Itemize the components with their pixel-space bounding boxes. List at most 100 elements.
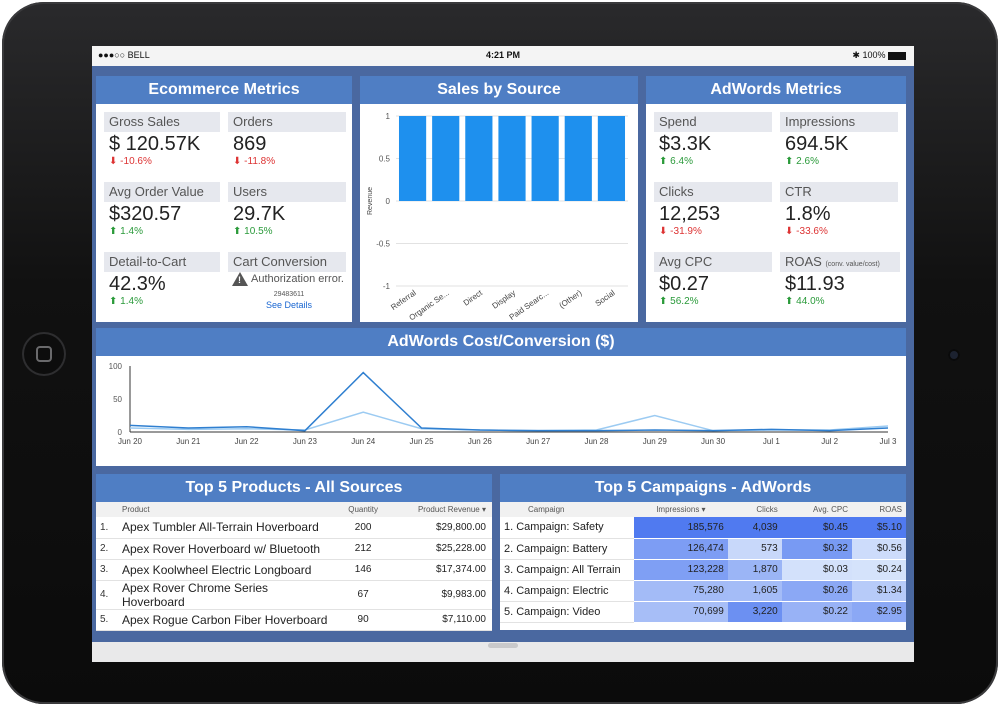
campaign-row[interactable]: 4. Campaign: Electric 75,280 1,605 $0.26… [500, 580, 906, 602]
home-indicator [488, 643, 518, 648]
campaign-name: 5. Campaign: Video [500, 601, 634, 623]
x-tick-label: Jun 25 [410, 437, 435, 446]
bar[interactable] [465, 116, 493, 201]
spend-change: ⬆ 6.4% [659, 156, 693, 167]
error-text: Authorization error. [251, 272, 344, 285]
avg-cpc-metric[interactable]: Avg CPC $0.27 ⬆ 56.2% [654, 252, 772, 307]
cost-conversion-panel: AdWords Cost/Conversion ($) 100 50 0 Jun 20… [96, 328, 906, 466]
battery-label: 100% [862, 50, 886, 60]
clicks-metric[interactable]: Clicks 12,253 ⬇ -31.9% [654, 182, 772, 237]
gross-sales-value: $ 120.57K [109, 133, 201, 155]
campaign-row[interactable]: 1. Campaign: Safety 185,576 4,039 $0.45 … [500, 517, 906, 539]
bar[interactable] [597, 116, 626, 201]
ctr-metric[interactable]: CTR 1.8% ⬇ -33.6% [780, 182, 898, 237]
ctr-change: ⬇ -33.6% [785, 226, 828, 237]
home-button[interactable] [22, 332, 66, 376]
campaign-cpc: $0.26 [781, 580, 852, 602]
product-quantity: 146 [338, 559, 389, 581]
bar[interactable] [498, 116, 526, 201]
orders-label: Orders [228, 112, 346, 132]
product-revenue: $17,374.00 [388, 559, 492, 581]
products-panel: Top 5 Products - All Sources Product Qua… [96, 474, 492, 631]
campaign-roas: $5.10 [852, 517, 906, 539]
x-tick-label: Display [490, 288, 517, 310]
users-change: ⬆ 10.5% [233, 226, 273, 237]
adwords-title: AdWords Metrics [646, 76, 906, 104]
y-tick-label: 100 [109, 362, 123, 371]
campaign-name: 1. Campaign: Safety [500, 517, 634, 539]
x-tick-label: Jul 3 [880, 437, 897, 446]
carrier: ●●●○○ BELL [98, 50, 150, 60]
campaign-roas: $1.34 [852, 580, 906, 602]
sales-source-panel: Sales by Source 1 0.5 0 -0.5 -1 Revenue Referr… [360, 76, 638, 322]
x-tick-label: Jun 23 [293, 437, 318, 446]
col-revenue[interactable]: Product Revenue ▾ [388, 502, 492, 517]
roas-value: $11.93 [785, 273, 845, 295]
gross-sales-metric[interactable]: Gross Sales $ 120.57K ⬇ -10.6% [104, 112, 220, 167]
avg-order-label: Avg Order Value [104, 182, 220, 202]
status-bar: ●●●○○ BELL 4:21 PM ✱ 100% [92, 46, 914, 66]
ctr-label: CTR [780, 182, 898, 202]
campaign-row[interactable]: 2. Campaign: Battery 126,474 573 $0.32 $… [500, 538, 906, 560]
gross-sales-label: Gross Sales [104, 112, 220, 132]
col-campaign[interactable]: Campaign [500, 502, 634, 517]
campaign-row[interactable]: 5. Campaign: Video 70,699 3,220 $0.22 $2… [500, 601, 906, 623]
campaign-impressions: 75,280 [634, 580, 728, 602]
campaign-row[interactable]: 3. Campaign: All Terrain 123,228 1,870 $… [500, 559, 906, 581]
campaign-cpc: $0.03 [781, 559, 852, 581]
roas-sub-label: (conv. value/cost) [825, 261, 880, 268]
x-tick-label: Jun 27 [526, 437, 551, 446]
roas-metric[interactable]: ROAS (conv. value/cost) $11.93 ⬆ 44.0% [780, 252, 900, 307]
see-details-link[interactable]: See Details [265, 300, 313, 310]
row-number: 1. [96, 517, 118, 539]
campaign-cpc: $0.22 [781, 601, 852, 623]
avg-cpc-label: Avg CPC [654, 252, 772, 272]
avg-order-metric[interactable]: Avg Order Value $320.57 ⬆ 1.4% [104, 182, 220, 237]
clock: 4:21 PM [485, 50, 520, 60]
col-clicks[interactable]: Clicks [727, 502, 782, 517]
row-number: 4. [96, 580, 118, 610]
y-tick-label: 0 [386, 197, 391, 206]
impressions-change: ⬆ 2.6% [785, 156, 819, 167]
col-impressions[interactable]: Impressions ▾ [634, 502, 728, 517]
roas-change: ⬆ 44.0% [785, 296, 825, 307]
product-row[interactable]: 4. Apex Rover Chrome Series Hoverboard 6… [96, 580, 492, 610]
bar[interactable] [398, 116, 427, 201]
impressions-metric[interactable]: Impressions 694.5K ⬆ 2.6% [780, 112, 898, 167]
products-title: Top 5 Products - All Sources [96, 474, 492, 502]
orders-change: ⬇ -11.8% [233, 156, 276, 167]
product-revenue: $9,983.00 [388, 580, 492, 610]
col-product[interactable]: Product [118, 502, 338, 517]
bar[interactable] [432, 116, 460, 201]
battery-icon [888, 51, 906, 60]
product-row[interactable]: 1. Apex Tumbler All-Terrain Hoverboard 2… [96, 517, 492, 539]
campaign-roas: $0.24 [852, 559, 906, 581]
row-number: 3. [96, 559, 118, 581]
detail-cart-label: Detail-to-Cart [104, 252, 220, 272]
series-line[interactable] [129, 371, 889, 432]
cost-conversion-title: AdWords Cost/Conversion ($) [96, 328, 906, 356]
campaigns-title: Top 5 Campaigns - AdWords [500, 474, 906, 502]
series-line[interactable] [129, 411, 889, 432]
col-roas[interactable]: ROAS [852, 502, 906, 517]
home-square-icon [36, 346, 52, 362]
campaign-impressions: 123,228 [634, 559, 728, 581]
users-metric[interactable]: Users 29.7K ⬆ 10.5% [228, 182, 346, 237]
product-quantity: 212 [338, 538, 389, 560]
col-avg-cpc[interactable]: Avg. CPC [781, 502, 852, 517]
detail-cart-metric[interactable]: Detail-to-Cart 42.3% ⬆ 1.4% [104, 252, 220, 307]
x-tick-label: Jun 26 [468, 437, 493, 446]
y-tick-label: -1 [383, 282, 391, 291]
product-row[interactable]: 2. Apex Rover Hoverboard w/ Bluetooth 21… [96, 538, 492, 560]
product-row[interactable]: 5. Apex Rogue Carbon Fiber Hoverboard 90… [96, 609, 492, 631]
x-tick-label: (Other) [558, 288, 584, 310]
product-row[interactable]: 3. Apex Koolwheel Electric Longboard 146… [96, 559, 492, 581]
bar[interactable] [564, 116, 592, 201]
orders-metric[interactable]: Orders 869 ⬇ -11.8% [228, 112, 346, 167]
col-quantity[interactable]: Quantity [338, 502, 389, 517]
x-tick-label: Jun 22 [235, 437, 260, 446]
x-tick-label: Jun 20 [118, 437, 143, 446]
spend-metric[interactable]: Spend $3.3K ⬆ 6.4% [654, 112, 772, 167]
bar[interactable] [531, 116, 559, 201]
